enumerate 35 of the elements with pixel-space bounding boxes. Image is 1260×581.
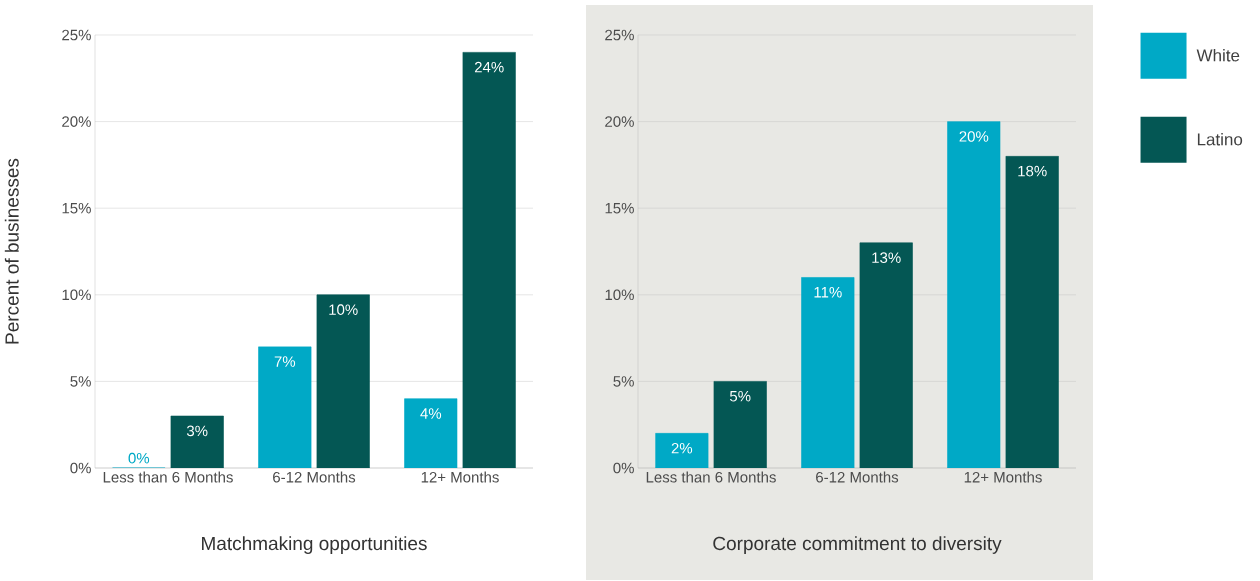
data-label: 10%	[329, 304, 358, 315]
data-label: 2%	[671, 442, 693, 454]
y-axis-title: Percent of businesses	[4, 158, 19, 344]
x-tick-label: 6-12 Months	[816, 471, 899, 483]
data-label: 3%	[186, 425, 208, 437]
text: White	[1196, 48, 1240, 62]
y-tick-label: 20%	[62, 116, 91, 127]
y-tick-label: 5%	[613, 376, 634, 387]
x-tick-label: Less than 6 Months	[646, 471, 776, 483]
y-tick-label: 5%	[70, 376, 91, 387]
x-tick-label: 6-12 Months	[273, 471, 356, 483]
x-tick-label: Less than 6 Months	[103, 471, 233, 483]
y-tick-label: 25%	[605, 29, 634, 41]
y-tick-label: 25%	[62, 29, 91, 41]
data-label: 7%	[274, 356, 296, 367]
x-tick-label: 12+ Months	[964, 471, 1042, 483]
data-label: 4%	[420, 408, 442, 419]
data-label: 5%	[729, 390, 751, 402]
data-label: 24%	[474, 61, 504, 73]
y-tick-label: 10%	[62, 289, 91, 301]
data-label: 18%	[1018, 165, 1047, 177]
y-tick-label: 15%	[62, 202, 91, 214]
y-tick-label: 20%	[605, 116, 634, 127]
x-tick-label: 12+ Months	[421, 471, 499, 483]
data-label: 20%	[959, 131, 989, 142]
x-axis-title: Matchmaking opportunities	[202, 536, 427, 554]
text: Latino	[1197, 132, 1243, 146]
y-tick-label: 0%	[613, 462, 634, 474]
data-label: 11%	[814, 287, 842, 298]
x-axis-title: Corporate commitment to diversity	[713, 536, 1002, 554]
y-tick-label: 10%	[605, 289, 634, 301]
y-tick-label: 0%	[70, 462, 91, 474]
data-label: 13%	[872, 252, 901, 263]
y-tick-label: 15%	[605, 202, 634, 214]
data-label: 0%	[128, 452, 150, 464]
